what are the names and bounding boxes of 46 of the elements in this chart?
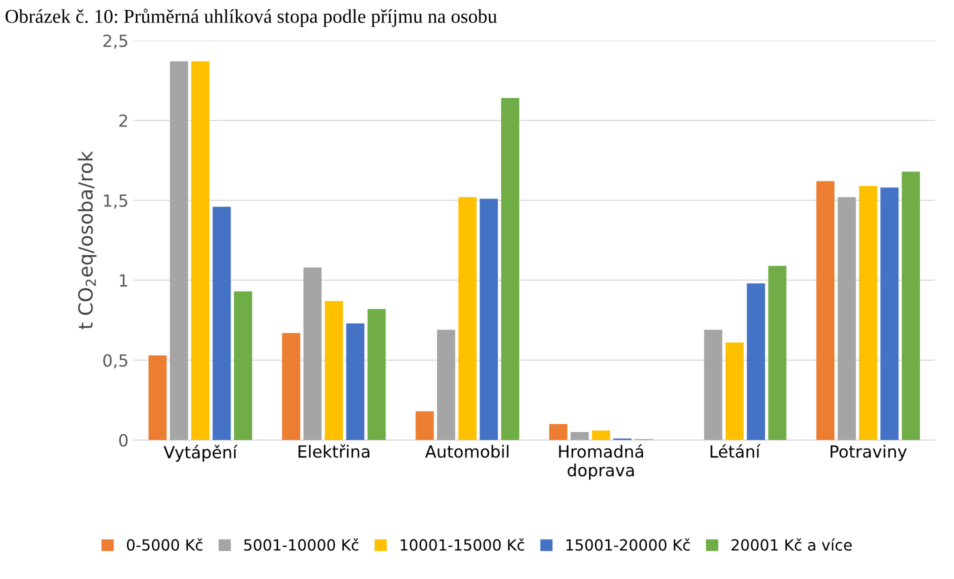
x-tick-label: Elektřina [298,444,370,458]
bar [570,432,589,440]
bar [458,197,477,440]
legend-label: 10001-15000 Kč [400,538,524,551]
bar [368,309,386,440]
bar [191,61,210,440]
x-tick-label: Automobil [425,444,508,458]
bar [437,330,456,440]
bar [480,198,498,440]
bar [501,98,520,440]
bar [212,206,231,440]
bar [880,188,899,440]
bar [148,355,167,440]
x-tick-label: Vytápění [164,444,238,462]
bar [303,267,322,440]
y-axis-title: t CO$_{2}$eq/osoba/rok [78,150,97,330]
y-tick-label: 2,5 [103,34,128,49]
bar [768,266,786,440]
legend-label: 20001 Kč a více [732,538,852,551]
bar [859,186,878,440]
bar [726,342,744,440]
y-tick-label: 0 [119,434,128,447]
y-tick-label: 2 [119,114,128,127]
bar [234,291,252,440]
bar [746,283,766,440]
bar [346,323,364,440]
y-tick-label: 0,5 [103,354,128,368]
bar [324,301,343,440]
bar [902,172,920,440]
bar [282,332,300,440]
bar [704,330,722,440]
x-tick-label: Potraviny [830,444,907,462]
chart-title: Obrázek č. 10: Průměrná uhlíková stopa podle příjmu na osobu [6,8,497,27]
x-tick-label: Hromadná doprava [559,444,644,480]
bar [416,411,434,440]
legend-label: 5001-10000 Kč [244,538,358,551]
bar [816,181,834,440]
bar [170,61,188,440]
bar [592,430,610,440]
legend-label: 15001-20000 Kč [566,538,690,551]
bar [549,424,568,440]
y-tick-label: 1 [120,274,128,287]
y-tick-label: 1,5 [104,194,128,209]
bar [838,197,856,440]
x-tick-label: Létání [710,444,761,458]
legend-label: 0-5000 Kč [126,538,202,551]
